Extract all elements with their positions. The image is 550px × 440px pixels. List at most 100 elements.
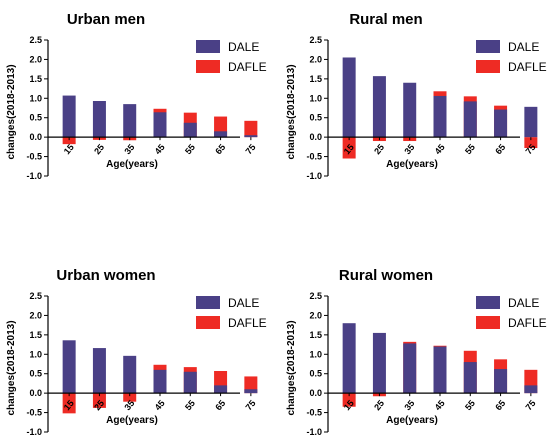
bar-dale [463, 362, 477, 394]
chart-panel-0: Urban men -1.0 -0.5 0.0 0.5 1.0 1.5 2.0 2.5 chang… [6, 11, 267, 181]
chart-panel-2: Urban women -1.0 -0.5 0.0 0.5 1.0 1.5 2.0 2.5 cha… [6, 267, 267, 437]
legend-label-dafle: DAFLE [228, 316, 267, 330]
y-tick-label: 0.0 [29, 388, 42, 398]
bar-dale [123, 104, 137, 138]
x-tick-label: 15 [342, 142, 356, 156]
bar-dale [183, 122, 197, 138]
bar-dafle [92, 393, 106, 408]
y-tick-label: 0.0 [309, 132, 322, 142]
x-tick-label: 65 [493, 398, 507, 412]
x-tick-label: 25 [92, 142, 106, 156]
x-axis-label: Age(years) [386, 415, 438, 426]
x-tick-label: 35 [122, 398, 136, 412]
legend-label-dale: DALE [228, 296, 259, 310]
chart-title: Rural men [349, 11, 422, 28]
y-axis-label: changes(2018-2013) [6, 320, 17, 415]
bar-dale [183, 371, 197, 394]
bar-dafle [244, 376, 258, 394]
x-tick-label: 15 [62, 398, 76, 412]
legend-label-dale: DALE [228, 40, 259, 54]
y-tick-label: 2.5 [29, 291, 42, 301]
bar-dale [403, 82, 417, 138]
y-tick-label: 0.5 [29, 369, 42, 379]
bar-dafle [524, 137, 538, 149]
y-tick-label: 0.5 [309, 113, 322, 123]
chart-panel-1: Rural men -1.0 -0.5 0.0 0.5 1.0 1.5 2.0 2.5 chang… [286, 11, 547, 181]
x-tick-label: 75 [524, 142, 538, 156]
bar-dale [92, 101, 106, 138]
bar-dafle [342, 137, 356, 159]
bar-dale [153, 112, 167, 138]
chart-title: Urban men [67, 11, 145, 28]
y-tick-label: -0.5 [306, 408, 322, 418]
bar-dale [342, 57, 356, 138]
x-axis-label: Age(years) [106, 159, 158, 170]
chart-title: Rural women [339, 267, 433, 284]
y-tick-label: 2.0 [29, 310, 42, 320]
x-tick-label: 45 [153, 142, 167, 156]
legend-label-dafle: DAFLE [508, 60, 547, 74]
bar-dafle [342, 393, 356, 407]
bar-dale [403, 343, 417, 394]
y-tick-label: -0.5 [26, 152, 42, 162]
x-tick-label: 75 [244, 398, 258, 412]
x-tick-label: 35 [122, 142, 136, 156]
chart-title: Urban women [56, 267, 155, 284]
bar-dafle [123, 393, 137, 402]
bar-dale [153, 369, 167, 394]
bar-dale [463, 101, 477, 138]
y-tick-label: 1.0 [309, 93, 322, 103]
legend-label-dale: DALE [508, 40, 539, 54]
legend-swatch-dale [476, 40, 500, 53]
y-tick-label: 1.0 [29, 93, 42, 103]
bar-dafle [62, 137, 76, 145]
x-tick-label: 65 [213, 142, 227, 156]
x-tick-label: 35 [402, 398, 416, 412]
y-tick-label: -0.5 [26, 408, 42, 418]
legend-swatch-dafle [196, 316, 220, 329]
x-tick-label: 35 [402, 142, 416, 156]
y-tick-label: 2.0 [309, 54, 322, 64]
bar-dale [372, 76, 386, 138]
bar-dale [214, 385, 228, 394]
legend-swatch-dafle [476, 316, 500, 329]
y-tick-label: 2.5 [309, 35, 322, 45]
x-tick-label: 45 [433, 142, 447, 156]
x-tick-label: 55 [183, 142, 197, 156]
y-axis-label: changes(2018-2013) [286, 64, 297, 159]
bar-dale [524, 106, 538, 138]
y-tick-label: 1.5 [29, 74, 42, 84]
legend-label-dafle: DAFLE [228, 60, 267, 74]
y-tick-label: -1.0 [306, 171, 322, 181]
x-tick-label: 55 [463, 142, 477, 156]
bar-dale [244, 389, 258, 394]
bar-dale [62, 95, 76, 138]
x-axis-label: Age(years) [386, 159, 438, 170]
y-axis-label: changes(2018-2013) [286, 320, 297, 415]
x-tick-label: 25 [92, 398, 106, 412]
bar-dafle [244, 120, 258, 138]
x-tick-label: 55 [183, 398, 197, 412]
bar-dafle [62, 393, 76, 414]
y-tick-label: 0.5 [29, 113, 42, 123]
x-tick-label: 25 [372, 142, 386, 156]
legend-swatch-dafle [476, 60, 500, 73]
y-tick-label: 1.0 [29, 349, 42, 359]
y-tick-label: 0.5 [309, 369, 322, 379]
bar-dale [494, 369, 508, 394]
x-tick-label: 45 [433, 398, 447, 412]
legend-swatch-dale [196, 40, 220, 53]
x-tick-label: 55 [463, 398, 477, 412]
bar-dale [214, 131, 228, 138]
bar-dale [524, 385, 538, 394]
x-tick-label: 75 [244, 142, 258, 156]
y-tick-label: 1.0 [309, 349, 322, 359]
x-tick-label: 65 [493, 142, 507, 156]
x-tick-label: 75 [524, 398, 538, 412]
y-tick-label: 2.5 [29, 35, 42, 45]
legend-swatch-dale [196, 296, 220, 309]
x-axis-label: Age(years) [106, 415, 158, 426]
y-tick-label: 0.0 [29, 132, 42, 142]
